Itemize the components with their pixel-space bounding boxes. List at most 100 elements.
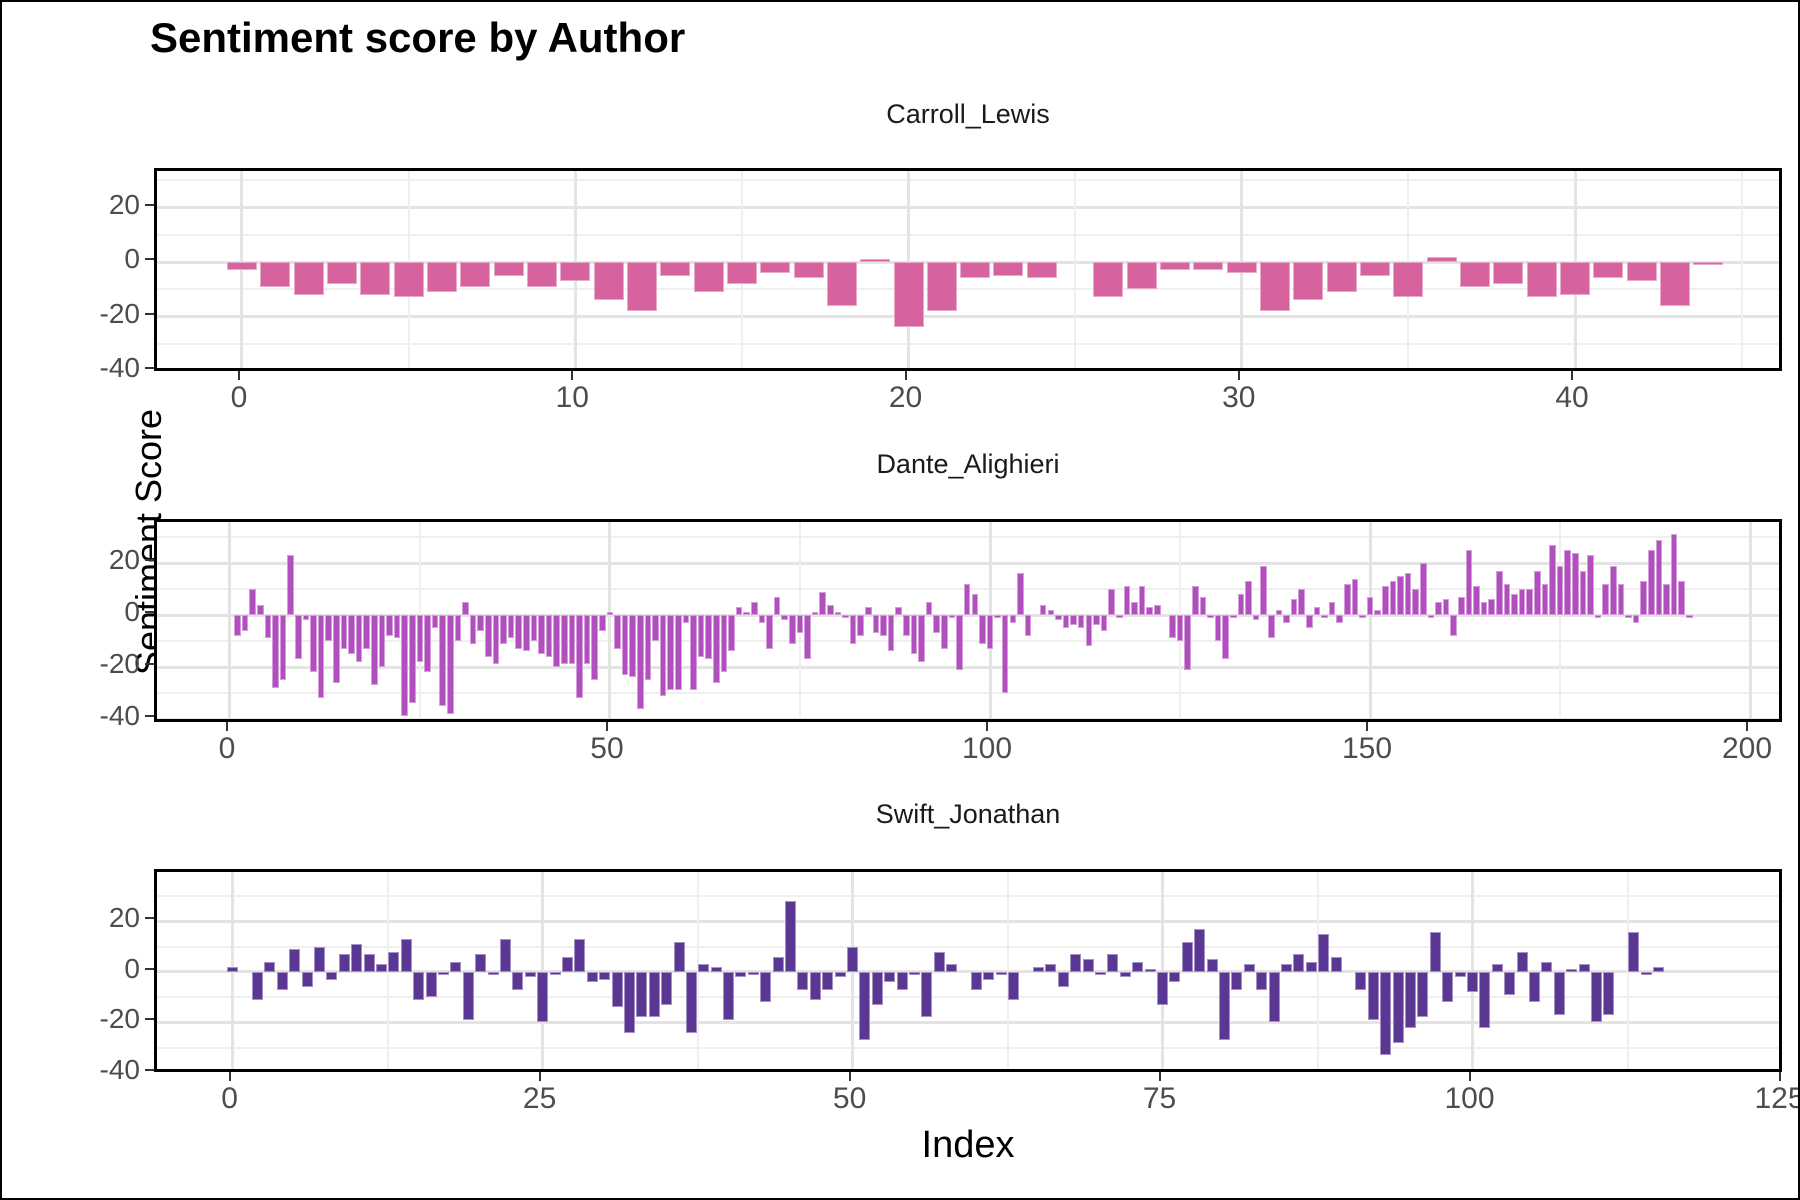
bar (1214, 615, 1222, 642)
bar (1533, 570, 1541, 616)
bar (241, 615, 249, 631)
bar (1062, 615, 1070, 629)
x-tick-label: 100 (1444, 1082, 1495, 1115)
x-tick-label: 150 (1341, 732, 1393, 765)
bar (553, 615, 561, 668)
bar (530, 615, 538, 642)
x-tick-mark (1571, 371, 1574, 380)
bar (842, 615, 849, 618)
bar (735, 607, 743, 616)
facet-panel-carroll-lewis (154, 168, 1782, 371)
bar (1374, 609, 1381, 616)
bar (317, 615, 325, 699)
bar (859, 971, 871, 1041)
bar (661, 971, 673, 1005)
bar (1479, 971, 1491, 1028)
y-tick-mark (145, 967, 154, 970)
bar (293, 262, 324, 295)
bar (1070, 954, 1082, 972)
bar (644, 615, 652, 681)
bar (338, 954, 350, 972)
y-tick-label: 20 (108, 544, 140, 576)
bar (1541, 583, 1549, 616)
bar (401, 615, 409, 717)
bar (1579, 570, 1587, 616)
bar (450, 961, 462, 972)
bar (1260, 262, 1291, 312)
y-tick-label: 0 (124, 596, 140, 628)
bar (1450, 615, 1457, 636)
bar (591, 615, 599, 681)
bar (1488, 599, 1495, 616)
bar (1123, 586, 1131, 616)
bar (710, 966, 722, 972)
bar (1578, 964, 1590, 972)
bar (1033, 966, 1045, 972)
bar (971, 594, 979, 616)
bar (1001, 615, 1009, 694)
bar (1260, 565, 1267, 616)
x-major-gridline (1748, 522, 1752, 719)
bar (956, 615, 963, 670)
x-tick-mark (237, 371, 240, 380)
bar (507, 615, 515, 639)
bar (834, 612, 842, 616)
bar (1146, 607, 1153, 616)
bar (758, 615, 766, 623)
bar (1085, 615, 1093, 647)
bar (1655, 539, 1663, 616)
bar (1252, 615, 1260, 621)
bar (545, 615, 553, 657)
bar (1626, 262, 1657, 282)
bar (690, 615, 697, 691)
bar (797, 971, 809, 990)
bar (1435, 602, 1442, 616)
bar (313, 946, 325, 972)
bar (1100, 615, 1108, 631)
bar (1526, 589, 1533, 616)
bar (1393, 262, 1424, 298)
bar (1108, 589, 1115, 616)
bar (576, 615, 583, 699)
y-tick-label: 0 (124, 243, 140, 274)
bar (523, 615, 530, 652)
bar (1222, 615, 1229, 660)
x-tick-mark (1158, 1072, 1161, 1081)
bar (1625, 615, 1632, 618)
bar (260, 262, 291, 287)
bar (979, 615, 986, 644)
bar (804, 615, 811, 660)
bar (847, 946, 859, 972)
bar (561, 615, 568, 665)
bar (946, 964, 958, 972)
x-axis-title: Index (921, 1124, 1015, 1166)
x-tick-mark (538, 1072, 541, 1081)
bar (227, 966, 239, 972)
x-tick-mark (1778, 1072, 1781, 1081)
bar (1039, 604, 1047, 616)
bar (880, 615, 887, 636)
bar (388, 951, 400, 972)
bar (1480, 602, 1488, 616)
bar (872, 615, 880, 634)
bar (1229, 615, 1237, 618)
x-tick-mark (605, 722, 608, 731)
bar (1245, 581, 1252, 616)
bar (1593, 262, 1624, 279)
bar (460, 262, 491, 287)
bar (925, 602, 933, 616)
bar (1157, 971, 1169, 1005)
bar (1632, 615, 1640, 623)
bar (561, 956, 573, 972)
bar (760, 971, 772, 1003)
bar (1219, 971, 1231, 1041)
chart-title: Sentiment score by Author (150, 14, 686, 61)
bar (1442, 599, 1450, 616)
bar (910, 615, 918, 655)
y-tick-mark (145, 559, 154, 562)
bar (537, 971, 549, 1023)
x-tick-mark (571, 371, 574, 380)
bar (865, 607, 872, 616)
bar (1107, 954, 1119, 972)
